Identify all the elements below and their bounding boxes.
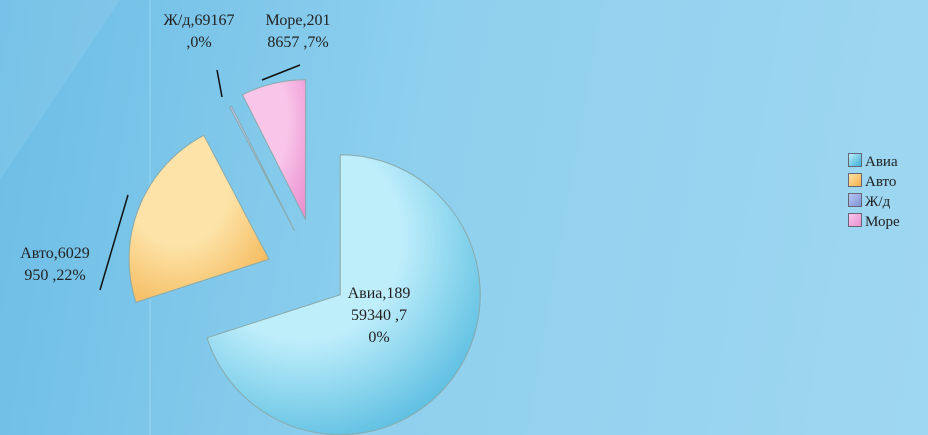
legend-text: Авиа — [865, 154, 898, 170]
pie-slice — [206, 154, 481, 435]
decor — [0, 0, 120, 180]
legend-text: Авто — [865, 174, 897, 190]
legend-item: Авто — [848, 172, 896, 192]
legend-item: Авиа — [848, 152, 898, 172]
legend-swatch — [848, 153, 862, 167]
data-label: Авиа,18959340 ,70% — [347, 285, 411, 346]
leader-line — [261, 64, 301, 81]
legend-text: Море — [865, 214, 900, 230]
legend-swatch — [848, 213, 862, 227]
pie-slice — [241, 79, 307, 220]
legend-swatch — [848, 193, 862, 207]
leader-line — [216, 69, 223, 98]
data-label: Море,2018657 ,7% — [265, 12, 331, 51]
pie-slice — [228, 105, 296, 232]
legend-item: Море — [848, 212, 900, 232]
pie-slice — [128, 134, 270, 303]
legend-item: Ж/д — [848, 192, 890, 212]
data-label: Авто,6029950 ,22% — [20, 245, 90, 284]
legend-swatch — [848, 173, 862, 187]
slices — [128, 79, 481, 435]
leader-line — [99, 194, 129, 291]
legend-text: Ж/д — [865, 194, 891, 210]
data-label: Ж/д,69167 ,0% — [163, 12, 235, 51]
